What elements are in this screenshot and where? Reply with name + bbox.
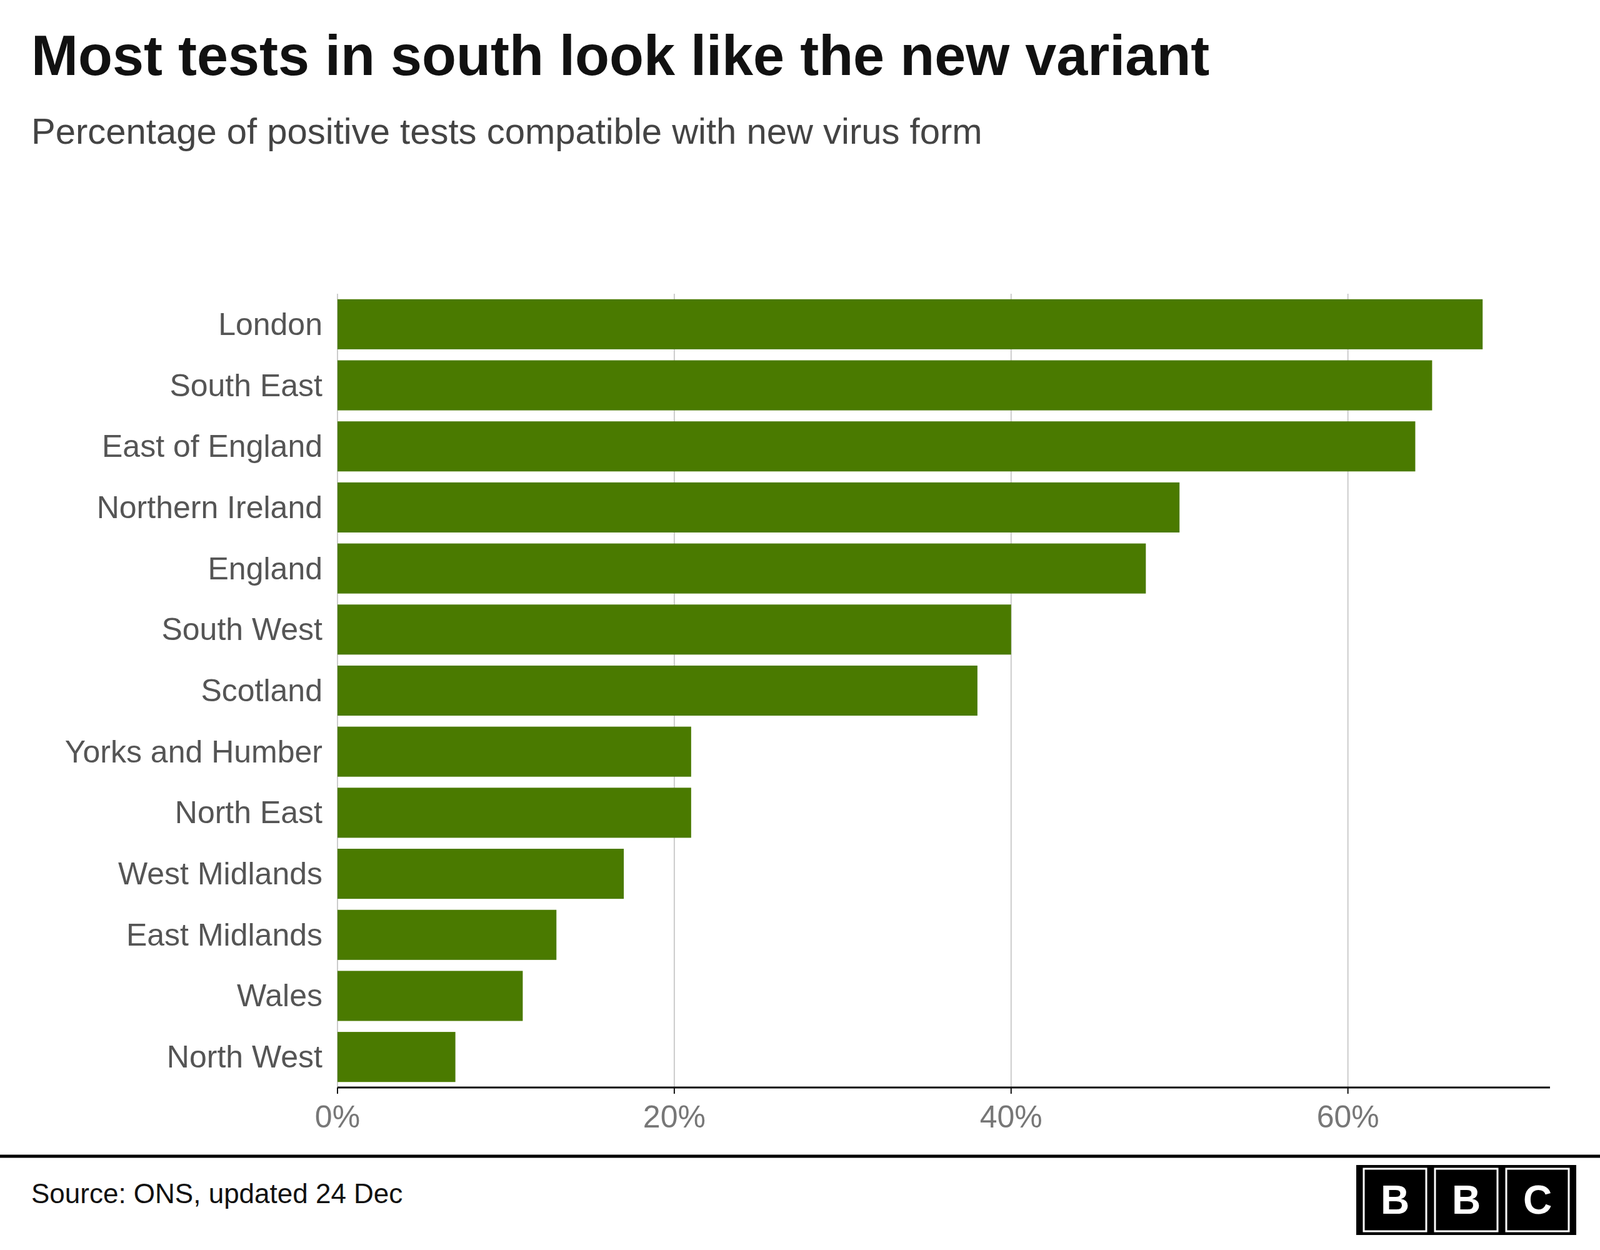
- bar: [337, 1031, 456, 1082]
- bar: [337, 482, 1180, 533]
- category-label: Northern Ireland: [96, 490, 323, 525]
- logo: BBC: [1356, 1165, 1577, 1235]
- logo-letter: B: [1380, 1177, 1410, 1223]
- x-tick: [336, 1087, 339, 1094]
- category-label: Yorks and Humber: [65, 734, 323, 770]
- x-tick-label: 40%: [980, 1099, 1043, 1135]
- logo-background: [1356, 1165, 1577, 1235]
- bar: [337, 665, 978, 716]
- bar: [337, 421, 1415, 472]
- bar: [337, 970, 523, 1021]
- category-label: Scotland: [200, 673, 323, 709]
- bar: [337, 726, 692, 777]
- x-tick: [1347, 1087, 1349, 1094]
- category-label: East of England: [101, 428, 323, 464]
- bar: [337, 299, 1483, 350]
- grid-line: [1010, 293, 1012, 1088]
- grid: [337, 293, 1349, 1088]
- logo-letter: B: [1451, 1177, 1481, 1223]
- category-label: South West: [161, 611, 323, 647]
- logo-box: [1363, 1168, 1427, 1232]
- chart: Most tests in south look like the new va…: [0, 0, 1600, 1250]
- x-tick: [1010, 1087, 1012, 1094]
- bar: [337, 848, 624, 899]
- category-label: North East: [175, 795, 323, 830]
- bar: [337, 604, 1012, 655]
- logo-box: [1435, 1168, 1498, 1232]
- category-label: London: [218, 306, 323, 342]
- logo-box: [1506, 1168, 1569, 1232]
- category-label: East Midlands: [126, 917, 323, 953]
- logo-letter: C: [1523, 1177, 1552, 1223]
- grid-line: [1347, 293, 1349, 1088]
- category-label: South East: [169, 368, 323, 404]
- category-label: Wales: [236, 978, 323, 1014]
- title: Most tests in south look like the new va…: [31, 24, 1210, 87]
- x-tick-label: 60%: [1316, 1099, 1380, 1135]
- bars: [337, 299, 1483, 1082]
- bar: [337, 910, 557, 960]
- bar: [337, 543, 1146, 594]
- x-tick-label: 20%: [643, 1099, 706, 1135]
- bar: [337, 360, 1432, 410]
- category-label: West Midlands: [118, 856, 323, 892]
- category-label: England: [208, 551, 324, 587]
- x-axis-line: [337, 1086, 1550, 1089]
- bar: [337, 787, 692, 838]
- category-label: North West: [166, 1039, 323, 1075]
- source: Source: ONS, updated 24 Dec: [31, 1178, 403, 1209]
- subtitle: Percentage of positive tests compatible …: [31, 110, 983, 152]
- x-tick-label: 0%: [315, 1099, 360, 1135]
- x-tick: [673, 1087, 675, 1094]
- separator: [0, 1155, 1600, 1159]
